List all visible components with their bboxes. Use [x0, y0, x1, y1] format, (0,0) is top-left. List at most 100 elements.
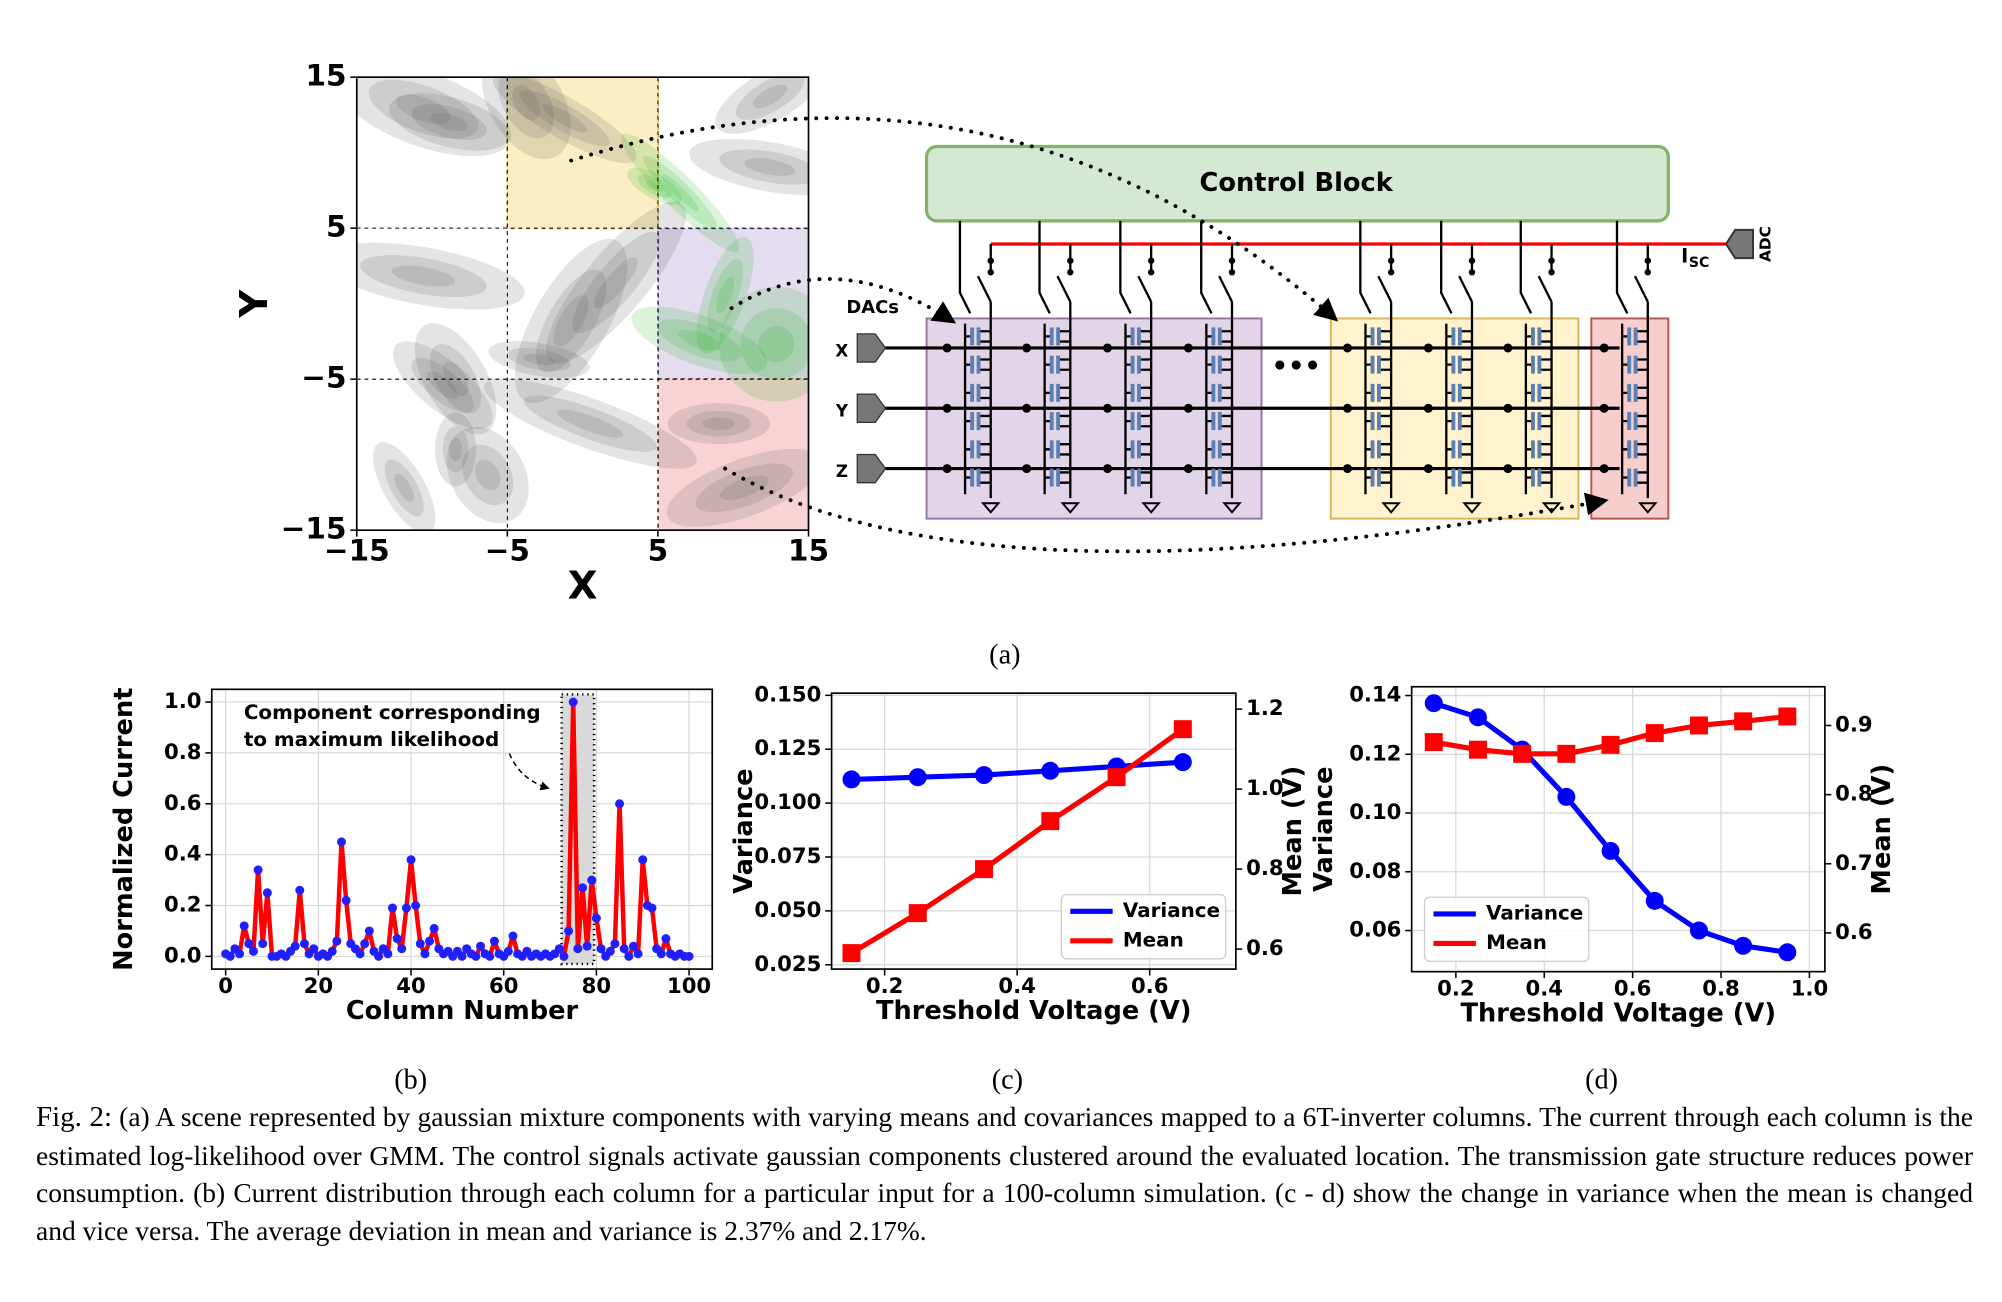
- gaussian-ellipse: [373, 442, 436, 531]
- marker: [568, 697, 578, 707]
- transistor: [1633, 383, 1638, 402]
- transistor-wire: [1622, 386, 1648, 400]
- y-axis-label: Y: [232, 289, 277, 319]
- mapping-arrow: [729, 277, 957, 324]
- transistor: [1370, 412, 1375, 431]
- x-tick-label: −5: [485, 534, 530, 568]
- ellipsis: •••: [1272, 352, 1321, 382]
- gaussian-ellipse: [356, 77, 512, 157]
- current-subscript: SC: [1689, 255, 1710, 271]
- transistor: [1451, 327, 1456, 346]
- switch-node: [1147, 269, 1155, 276]
- junction: [942, 464, 952, 474]
- y2-tick-label: 0.8: [1246, 855, 1283, 880]
- transistor-wire: [1446, 330, 1472, 343]
- transistor: [970, 468, 975, 487]
- control-line: [1440, 220, 1453, 314]
- transistor: [1531, 440, 1535, 459]
- marker: [1173, 720, 1192, 739]
- marker: [258, 939, 268, 949]
- transistor: [970, 355, 975, 374]
- transistor-wire: [1365, 443, 1392, 456]
- gaussian-ellipse: [360, 255, 487, 297]
- ground: [1541, 502, 1562, 514]
- transistor: [1211, 468, 1216, 487]
- marker: [225, 951, 235, 961]
- panel-label: (b): [394, 1065, 427, 1096]
- marker: [244, 939, 254, 949]
- ground: [1222, 502, 1242, 514]
- transistor: [1537, 355, 1542, 374]
- transistor: [1049, 383, 1054, 402]
- transistor: [1137, 383, 1141, 402]
- junction: [1022, 343, 1032, 353]
- dac-label: DACs: [846, 297, 899, 318]
- transistor: [1217, 327, 1222, 346]
- transistor-wire: [1125, 443, 1152, 456]
- adc-label: ADC: [1756, 226, 1774, 262]
- transistor: [1627, 355, 1632, 374]
- y-tick-label: 0.100: [754, 789, 821, 814]
- gaussian-ellipse: [720, 475, 769, 501]
- gaussian-ellipse: [414, 323, 497, 435]
- transistor: [1451, 468, 1456, 487]
- transistor: [1457, 383, 1462, 402]
- switch-node: [1228, 257, 1236, 264]
- transistor: [1049, 355, 1054, 374]
- y2-axis-label: Mean (V): [1867, 764, 1897, 895]
- series-line: [850, 727, 1185, 956]
- marker: [406, 855, 416, 865]
- gaussian-ellipse: [661, 174, 699, 212]
- transistor: [1377, 440, 1381, 459]
- annotation: to maximum likelihood: [244, 728, 499, 751]
- gmm-scene: [356, 77, 809, 531]
- gaussian-ellipse: [744, 158, 796, 176]
- transistor: [1130, 412, 1135, 431]
- transistor: [1537, 440, 1542, 459]
- junction: [1103, 343, 1113, 353]
- transistor: [976, 355, 981, 374]
- transistor-wire: [1525, 414, 1552, 428]
- transistor: [1457, 468, 1462, 487]
- transistor: [1457, 355, 1462, 374]
- transistor: [1130, 440, 1135, 459]
- x-tick-label: 0.4: [998, 973, 1035, 998]
- gaussian-ellipse: [535, 269, 607, 373]
- transistor-wire: [1365, 386, 1392, 400]
- transistor: [1056, 468, 1061, 487]
- control-block-label: Control Block: [1200, 168, 1394, 198]
- transistor-wire: [1365, 471, 1392, 484]
- ground: [1462, 502, 1482, 514]
- marker: [624, 951, 634, 961]
- transistor: [1627, 383, 1632, 402]
- marker: [1601, 841, 1620, 860]
- y2-tick-label: 1.0: [1246, 775, 1283, 800]
- marker: [1645, 891, 1664, 910]
- marker: [415, 939, 425, 949]
- transistor: [1627, 468, 1632, 487]
- input-label: Y: [835, 402, 849, 421]
- switch-node: [1228, 269, 1236, 276]
- marker: [1778, 707, 1797, 726]
- gaussian-ellipse: [394, 473, 415, 503]
- gaussian-ellipse: [758, 326, 795, 363]
- transistor: [1633, 440, 1638, 459]
- transistor-wire: [1125, 358, 1152, 371]
- dac-symbol: [856, 393, 887, 424]
- y-tick-label: 0.150: [754, 681, 821, 706]
- marker: [360, 939, 370, 949]
- transistor-wire: [1622, 414, 1648, 428]
- junction: [1343, 464, 1352, 474]
- mapping-arrow: [569, 116, 1339, 322]
- x-tick-label: 100: [667, 973, 711, 998]
- switch-node: [1548, 269, 1555, 276]
- y-tick-label: 0.075: [754, 843, 821, 868]
- marker: [262, 888, 272, 898]
- transistor-wire: [1125, 471, 1152, 484]
- y-tick-label: 0.12: [1349, 740, 1401, 765]
- y-tick-label: −15: [281, 512, 347, 546]
- gaussian-ellipse: [740, 308, 809, 381]
- marker: [420, 949, 430, 959]
- gaussian-ellipse: [430, 113, 468, 132]
- transistor: [1049, 412, 1054, 431]
